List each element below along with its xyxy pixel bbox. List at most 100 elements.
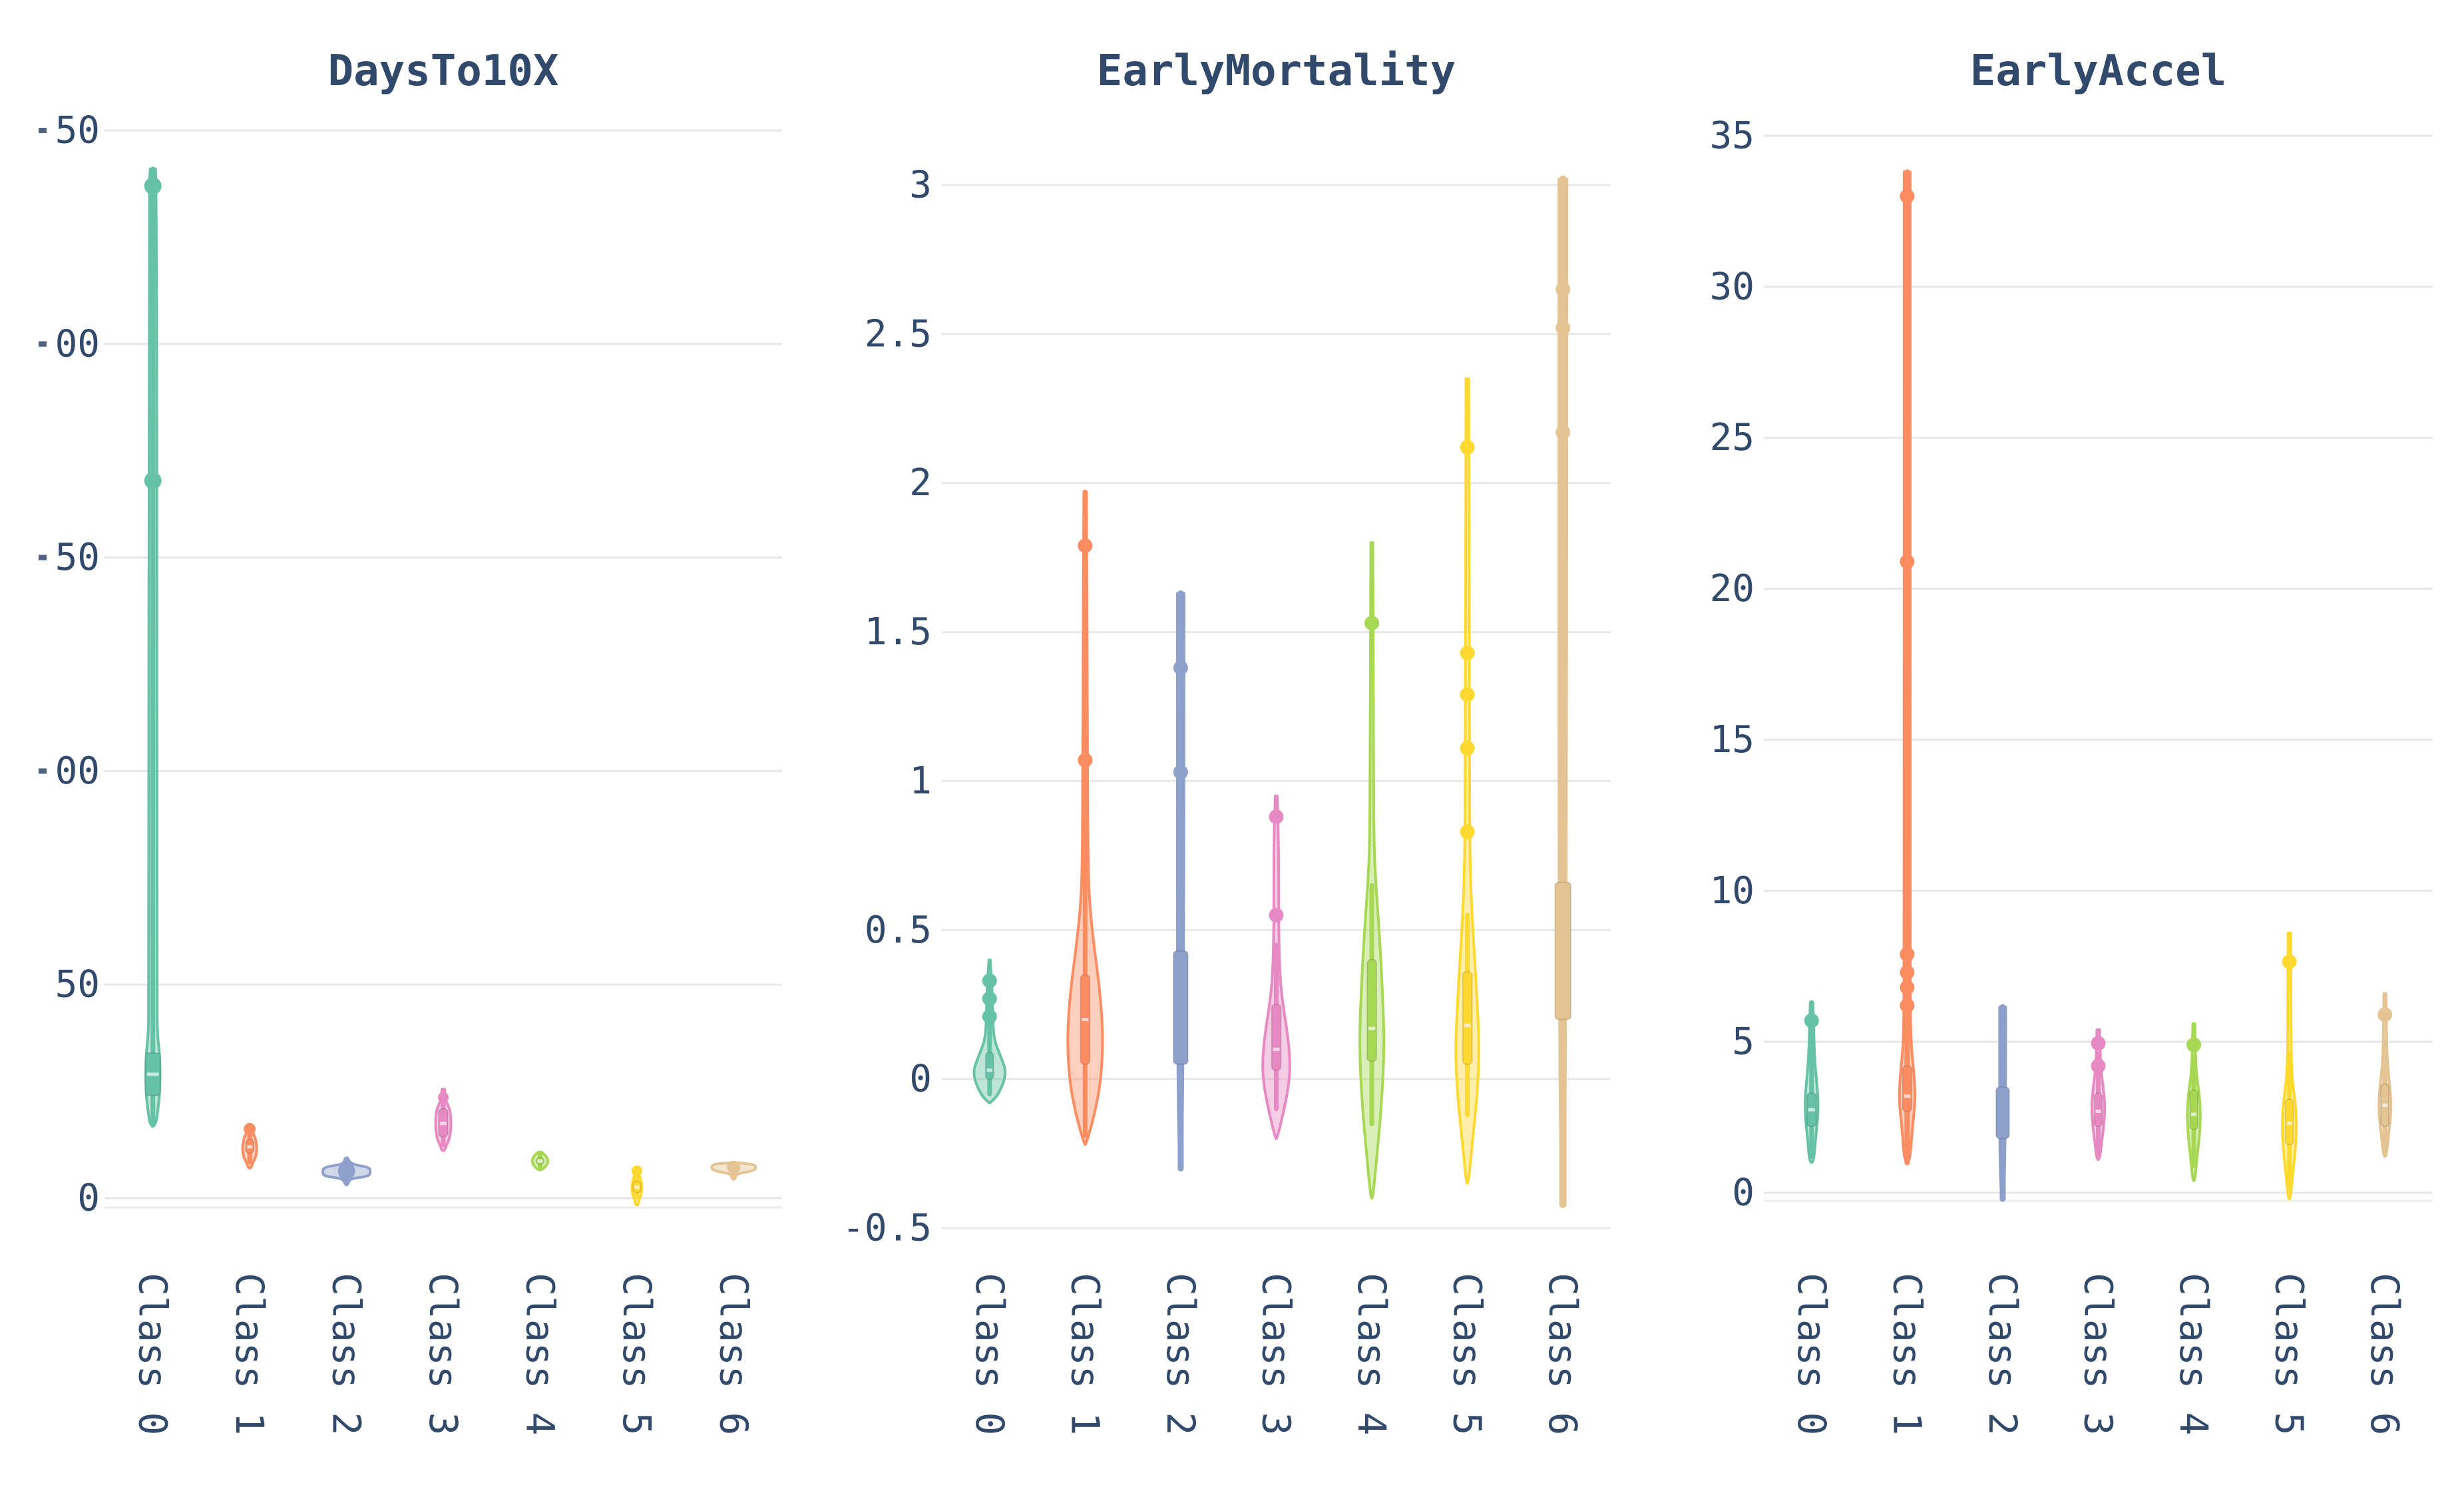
y-tick-label: 1 <box>909 759 932 803</box>
box <box>1366 959 1378 1062</box>
outlier-point[interactable] <box>982 991 997 1006</box>
outlier-point[interactable] <box>1460 645 1475 660</box>
x-tick-label: Class 2 <box>324 1273 369 1435</box>
outlier-point[interactable] <box>1900 188 1915 204</box>
outlier-point[interactable] <box>337 1162 355 1180</box>
outlier-point[interactable] <box>1555 425 1571 440</box>
violin-class-5[interactable] <box>630 1165 644 1207</box>
x-tick-label: Class 2 <box>1980 1273 2025 1435</box>
outlier-point[interactable] <box>244 1123 256 1136</box>
outlier-point[interactable] <box>1173 660 1188 676</box>
clipped-digit-fragment <box>39 554 47 560</box>
outlier-point[interactable] <box>1900 964 1915 980</box>
x-tick-label: Class 5 <box>614 1273 660 1435</box>
outlier-point[interactable] <box>1078 753 1093 768</box>
y-tick-label: 0 <box>909 1058 932 1101</box>
panel-earlyaccel: 35 30 25 20 15 10 5 0 EarlyAccel Class 0 Class 1 Cl… <box>1710 47 2433 1435</box>
violin-class-5[interactable] <box>1454 377 1480 1185</box>
box <box>1271 1004 1282 1071</box>
outlier-point[interactable] <box>631 1165 642 1176</box>
violin-class-6[interactable] <box>710 1160 757 1181</box>
y-tick-label: -0.5 <box>842 1207 932 1250</box>
violin-class-6[interactable] <box>1554 175 1572 1208</box>
outlier-point[interactable] <box>144 472 162 490</box>
y-tick-label: 20 <box>1710 567 1754 610</box>
outlier-point[interactable] <box>1804 1013 1819 1028</box>
outlier-point[interactable] <box>1555 282 1571 297</box>
outlier-point[interactable] <box>1555 320 1571 335</box>
violin-class-0[interactable] <box>1804 1000 1820 1164</box>
x-tick-label: Class 1 <box>1062 1273 1108 1435</box>
outlier-point[interactable] <box>1900 947 1915 962</box>
outlier-point[interactable] <box>2282 954 2297 969</box>
violin-class-4[interactable] <box>530 1150 550 1172</box>
outlier-point[interactable] <box>2091 1036 2106 1051</box>
violin-class-1[interactable] <box>1066 489 1104 1146</box>
x-tick-label: Class 5 <box>2267 1273 2312 1435</box>
box <box>1172 950 1189 1065</box>
violin-body[interactable] <box>1454 377 1480 1185</box>
outlier-point[interactable] <box>1900 554 1915 569</box>
panel-earlymortality: 3 2.5 2 1.5 1 0.5 0 -0.5 EarlyMortality Class 0 Cl… <box>842 47 1611 1435</box>
y-tick-label: 50 <box>55 536 100 579</box>
y-tick-label: 50 <box>55 963 100 1006</box>
y-tick-label: 0.5 <box>865 909 932 952</box>
outlier-point[interactable] <box>1269 809 1284 825</box>
box <box>1902 1065 1913 1112</box>
violin-class-4[interactable] <box>2186 1022 2202 1182</box>
y-tick-label: 5 <box>1732 1020 1754 1064</box>
x-tick-label: Class 0 <box>130 1273 176 1435</box>
y-tick-label: 2 <box>909 461 932 505</box>
violin-class-1[interactable] <box>241 1123 258 1170</box>
outlier-point[interactable] <box>1078 538 1093 553</box>
violin-class-0[interactable] <box>972 959 1007 1104</box>
outlier-point[interactable] <box>982 1009 997 1024</box>
outlier-point[interactable] <box>1460 824 1475 839</box>
x-tick-label: Class 4 <box>2171 1273 2216 1435</box>
box <box>1995 1086 2010 1140</box>
outlier-point[interactable] <box>1460 741 1475 756</box>
violin-class-3[interactable] <box>2090 1028 2107 1162</box>
outlier-point[interactable] <box>1173 764 1188 779</box>
panel-title: DaysTo10X <box>328 47 559 96</box>
panel-title: EarlyMortality <box>1097 47 1456 96</box>
y-tick-label: 00 <box>55 322 100 365</box>
outlier-point[interactable] <box>438 1092 449 1103</box>
outlier-point[interactable] <box>1364 616 1380 631</box>
outlier-point[interactable] <box>2377 1007 2393 1022</box>
outlier-point[interactable] <box>144 177 162 195</box>
outlier-point[interactable] <box>1900 980 1915 995</box>
box <box>1462 970 1473 1065</box>
violin-class-2[interactable] <box>1172 590 1189 1172</box>
y-tick-label: 25 <box>1710 416 1754 459</box>
violin-body[interactable] <box>1358 541 1386 1200</box>
outlier-point[interactable] <box>1269 907 1284 923</box>
box <box>2189 1089 2199 1130</box>
x-tick-label: Class 0 <box>1789 1273 1834 1435</box>
outlier-point[interactable] <box>1460 687 1475 702</box>
outlier-point[interactable] <box>2186 1037 2202 1052</box>
box <box>984 1051 994 1080</box>
violin-class-6[interactable] <box>2377 992 2393 1158</box>
outlier-point[interactable] <box>1900 998 1915 1013</box>
outlier-point[interactable] <box>727 1160 741 1174</box>
y-tick-label: 1.5 <box>865 610 932 654</box>
clipped-digit-fragment <box>39 768 47 774</box>
outlier-point[interactable] <box>2091 1058 2106 1074</box>
clipped-digit-fragment <box>39 128 47 133</box>
y-tick-label: 35 <box>1710 114 1754 158</box>
violin-class-2[interactable] <box>1995 1004 2010 1202</box>
violin-class-2[interactable] <box>321 1156 372 1187</box>
outlier-point[interactable] <box>1460 439 1475 455</box>
outlier-point[interactable] <box>982 973 997 988</box>
x-tick-label: Class 6 <box>2362 1273 2407 1435</box>
violin-class-0[interactable] <box>144 166 162 1128</box>
y-tick-label: 30 <box>1710 265 1754 308</box>
clipped-digit-fragment <box>39 341 47 347</box>
violin-class-4[interactable] <box>1358 541 1386 1200</box>
violin-class-5[interactable] <box>2281 931 2298 1201</box>
violin-class-1[interactable] <box>1898 169 1916 1166</box>
violin-class-3[interactable] <box>1261 794 1291 1140</box>
violin-class-3[interactable] <box>434 1088 453 1152</box>
